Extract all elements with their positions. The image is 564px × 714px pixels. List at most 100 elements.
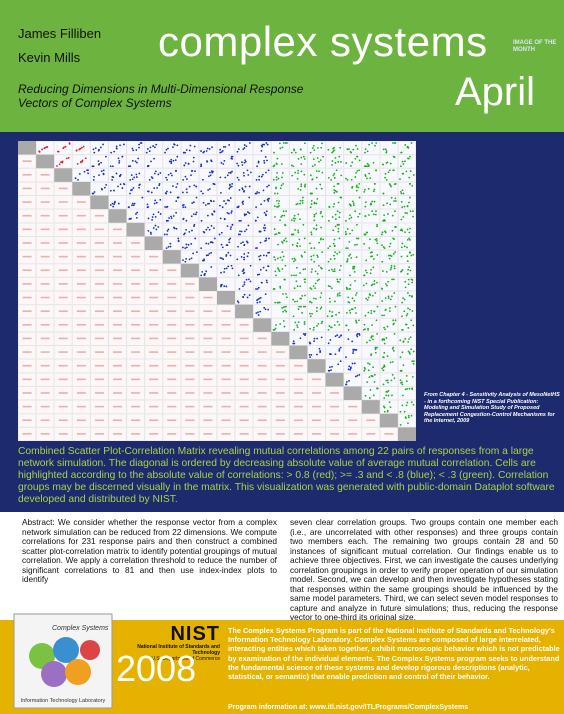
scatter-dot [282,310,285,313]
value-cell-hint [149,255,159,258]
scatter-cell [182,211,198,222]
scatter-dot [316,279,319,282]
scatter-dot [159,198,162,201]
scatter-dot [205,270,208,273]
scatter-dot [368,363,371,366]
scatter-dot [321,251,324,253]
value-cell-hint [257,364,267,367]
scatter-dot [248,278,250,281]
cell [325,291,344,305]
scatter-dot [328,205,331,208]
scatter-dot [311,147,314,149]
scatter-dot [261,143,264,146]
diagonal-cell [253,318,272,332]
scatter-dot [236,162,239,165]
scatter-dot [334,161,337,164]
scatter-dot [300,185,303,188]
value-cell-hint [257,405,267,408]
scatter-dot [284,224,287,227]
scatter-dot [367,296,370,299]
scatter-dot [382,163,384,166]
scatter-cell [272,171,284,181]
value-cell-hint [112,283,123,285]
scatter-dot [321,171,324,174]
scatter-dot [158,184,161,187]
scatter-dot [281,176,283,179]
scatter-dot [297,229,299,232]
value-cell-hint [76,364,86,367]
scatter-cell [399,155,411,168]
scatter-dot [402,163,405,165]
cell [343,263,362,278]
cell [72,168,91,182]
scatter-dot [135,213,137,215]
scatter-dot [412,174,415,176]
value-cell-hint [275,419,285,422]
scatter-dot [279,187,282,190]
scatter-dot [355,292,358,294]
scatter-dot [316,272,319,275]
scatter-dot [371,210,374,213]
scatter-dot [320,336,323,339]
scatter-dot [402,394,404,397]
value-cell-hint [167,392,177,394]
scatter-dot [381,244,383,247]
scatter-dot [406,255,409,258]
cell [361,195,380,210]
scatter-dot [354,244,356,246]
scatter-dot [320,187,323,190]
cell [180,195,199,210]
value-cell-hint [22,310,32,312]
scatter-dot [304,183,307,186]
scatter-cell [309,183,323,195]
scatter-cell [127,157,140,168]
value-cell-hint [76,283,86,285]
scatter-cell [219,210,233,221]
value-cell-hint [203,310,213,312]
scatter-dot [338,294,341,297]
scatter-dot [316,197,319,200]
scatter-dot [330,326,333,329]
scatter-dot [285,305,287,308]
scatter-dot [384,309,387,311]
scatter-dot [393,265,396,268]
scatter-dot [297,213,300,216]
scatter-dot [172,185,174,188]
scatter-dot [383,342,386,345]
scatter-cell [146,198,162,209]
scatter-dot [370,268,372,271]
scatter-dot [222,163,225,165]
scatter-cell [363,266,375,277]
program-logo: Complex Systems Information Technology L… [13,613,113,709]
scatter-dot [300,148,302,151]
scatter-dot [317,322,320,325]
scatter-dot [169,245,172,248]
value-cell-hint [22,337,32,340]
scatter-dot [187,243,190,246]
scatter-cell [129,172,141,181]
scatter-dot [320,210,322,213]
scatter-dot [332,150,335,153]
scatter-dot [345,288,348,290]
cell [343,250,362,264]
value-cell-hint [94,419,104,422]
scatter-dot [313,219,316,222]
scatter-dot [333,172,336,175]
nist-mark: NIST [170,623,220,645]
value-cell-hint [40,378,50,381]
scatter-dot [205,228,208,231]
value-cell-hint [76,433,86,435]
scatter-dot [302,333,305,335]
scatter-dot [407,422,409,425]
scatter-dot [210,200,213,203]
scatter-cell [381,237,396,249]
scatter-dot [411,310,414,312]
scatter-dot [219,204,221,207]
scatter-dot [157,211,160,214]
scatter-dot [368,397,371,399]
correlation-matrix [18,141,416,441]
cell [307,168,326,182]
scatter-dot [391,229,394,232]
scatter-dot [225,267,228,270]
scatter-dot [318,241,321,244]
